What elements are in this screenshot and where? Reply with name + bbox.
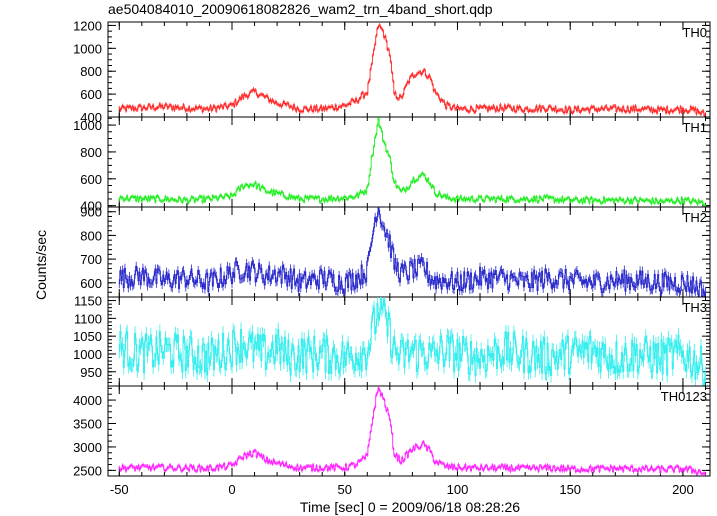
y-tick-label: 600 [80, 172, 102, 187]
panel-th0123: 2500 3000 3500 4000 TH0123 -50 0 50 100 150 200 [73, 385, 711, 497]
panel-frame [107, 21, 711, 118]
panel-frame [107, 116, 711, 208]
series-th3 [118, 297, 707, 386]
y-tick-label: 1000 [73, 118, 102, 133]
panel-th3: 950 1000 1050 1100 1150 TH3 [73, 294, 711, 387]
series-line [118, 387, 707, 475]
y-axis-label: Counts/sec [33, 230, 49, 300]
series-line [118, 117, 707, 206]
y-tick-label: 600 [80, 276, 102, 291]
y-tick-label: 800 [80, 145, 102, 160]
panel-th2: 600 700 800 900 TH2 [80, 205, 711, 298]
x-tick-label: 100 [447, 482, 469, 497]
y-tick-label: 4000 [73, 393, 102, 408]
x-axis-label: Time [sec] 0 = 2009/06/18 08:28:26 [300, 499, 520, 515]
y-tick-label: 1000 [73, 41, 102, 56]
series-line [118, 207, 707, 297]
chart-title: ae504084010_20090618082826_wam2_trn_4ban… [108, 1, 493, 17]
y-tick-label: 1200 [73, 18, 102, 33]
panel-th0: 400 600 800 1000 1200 TH0 [73, 18, 711, 125]
y-tick-label: 800 [80, 64, 102, 79]
y-tick-label: 900 [80, 205, 102, 220]
x-tick-label: -50 [110, 482, 129, 497]
x-tick-label: 0 [228, 482, 235, 497]
series-line [118, 24, 707, 116]
y-tick-label: 3500 [73, 417, 102, 432]
series-line [118, 297, 707, 386]
y-tick-label: 400 [80, 199, 102, 214]
y-tick-label: 3000 [73, 440, 102, 455]
series-th2 [118, 207, 707, 297]
y-tick-label: 950 [80, 365, 102, 380]
y-tick-label: 800 [80, 228, 102, 243]
y-tick-label: 1050 [73, 329, 102, 344]
series-th1 [118, 117, 707, 207]
band-label: TH0123 [661, 389, 707, 404]
series-th0 [118, 23, 707, 117]
y-tick-label: 1150 [74, 294, 102, 309]
y-tick-label: 2500 [73, 463, 102, 478]
y-tick-label: 400 [80, 110, 102, 125]
y-tick-label: 1100 [74, 311, 102, 326]
band-label: TH0 [682, 25, 707, 40]
y-tick-label: 600 [80, 87, 102, 102]
panel-frame [107, 385, 711, 477]
series-th0123 [118, 386, 707, 476]
band-label: TH2 [682, 210, 707, 225]
band-label: TH3 [682, 300, 707, 315]
x-tick-label: 150 [559, 482, 581, 497]
band-label: TH1 [682, 120, 707, 135]
x-tick-label: 200 [672, 482, 694, 497]
x-tick-label: 50 [338, 482, 352, 497]
panel-th1: 400 600 800 1000 TH1 [73, 116, 711, 214]
y-tick-label: 1000 [73, 347, 102, 362]
y-tick-label: 700 [80, 252, 102, 267]
